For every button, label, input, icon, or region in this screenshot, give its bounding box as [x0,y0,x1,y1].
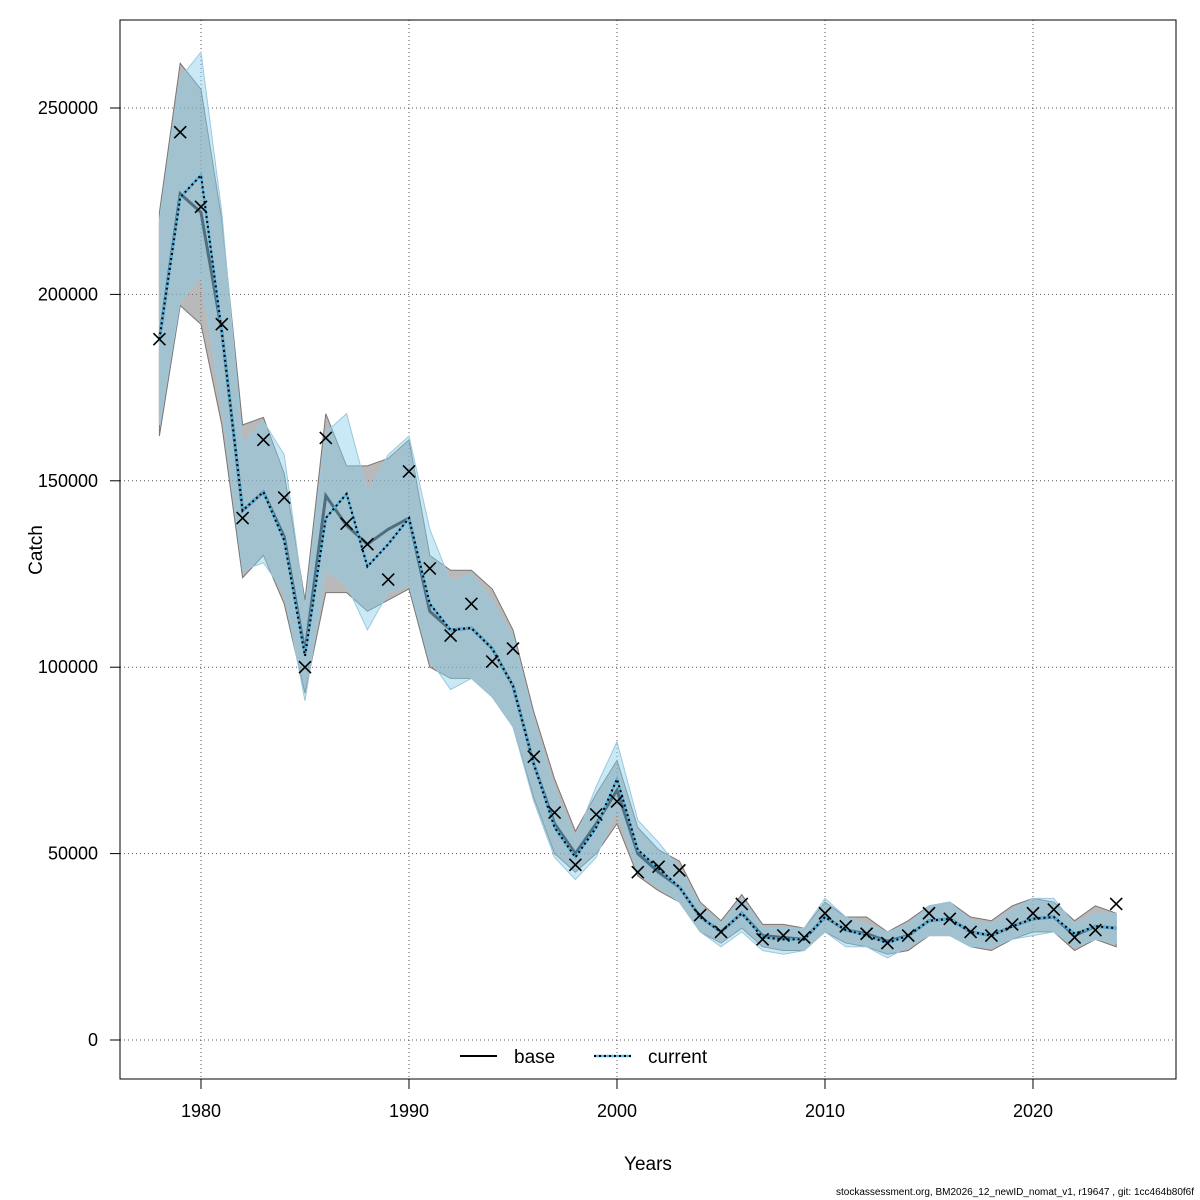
y-tick-label: 150000 [38,471,98,491]
x-tick-label: 2010 [805,1101,845,1121]
x-tick-label: 2000 [597,1101,637,1121]
observed-point [631,865,645,879]
observed-point [360,537,374,551]
observed-points [152,125,1123,950]
observed-point [589,807,603,822]
y-tick-label: 0 [88,1030,98,1050]
y-tick-label: 50000 [48,844,98,864]
observed-point [964,925,978,939]
current-confidence-band [158,50,1117,959]
observed-point [672,863,686,877]
observed-point [1109,897,1123,911]
series-lines [157,172,1117,945]
observed-point [880,936,894,950]
observed-point [527,750,541,764]
observed-point [735,897,749,911]
observed-point [652,860,666,874]
observed-point [818,906,832,920]
observed-point [693,908,707,922]
observed-point [402,464,416,479]
current-line-halo [158,172,1117,945]
observed-point [776,929,790,943]
observed-point [464,597,478,611]
observed-point [568,858,582,872]
x-tick-label: 1980 [181,1101,221,1121]
observed-point [797,930,811,945]
confidence-bands [158,50,1117,959]
observed-point [485,655,499,669]
observed-point [319,431,333,445]
observed-point [901,929,915,943]
observed-point [340,517,354,531]
observed-point [277,491,291,505]
observed-point [381,573,395,587]
axes: 1980 1990 2000 2010 2020 0 50000 100000 150000 20… [38,98,1053,1121]
observed-point [423,561,437,575]
observed-point [943,912,957,926]
x-axis-label: Years [624,1154,672,1175]
observed-point [922,906,936,920]
legend-label-base: base [514,1047,555,1068]
observed-point [215,317,229,331]
observed-point [152,332,166,346]
y-axis-label: Catch [26,525,47,575]
y-tick-label: 100000 [38,657,98,677]
observed-point [860,927,874,941]
observed-point [610,794,624,808]
observed-point [1005,917,1019,931]
observed-point [298,660,312,674]
observed-point [1068,930,1082,945]
x-tick-label: 2020 [1013,1101,1053,1121]
legend-label-current: current [648,1047,708,1068]
y-tick-label: 200000 [38,284,98,304]
observed-point [173,125,187,139]
footer-note: stockassessment.org, BM2026_12_newID_nom… [836,1187,1194,1198]
observed-point [756,932,770,946]
y-tick-label: 250000 [38,98,98,118]
observed-point [236,511,250,525]
observed-point [714,925,728,939]
observed-point [1047,902,1061,917]
observed-point [194,200,208,214]
observed-point [506,641,520,656]
observed-point [1026,906,1040,920]
observed-point [444,628,458,643]
observed-point [256,433,270,447]
observed-point [984,929,998,943]
x-tick-label: 1990 [389,1101,429,1121]
observed-point [1088,923,1102,937]
observed-point [548,806,562,820]
legend: base current [460,1047,708,1068]
observed-point [839,919,853,933]
